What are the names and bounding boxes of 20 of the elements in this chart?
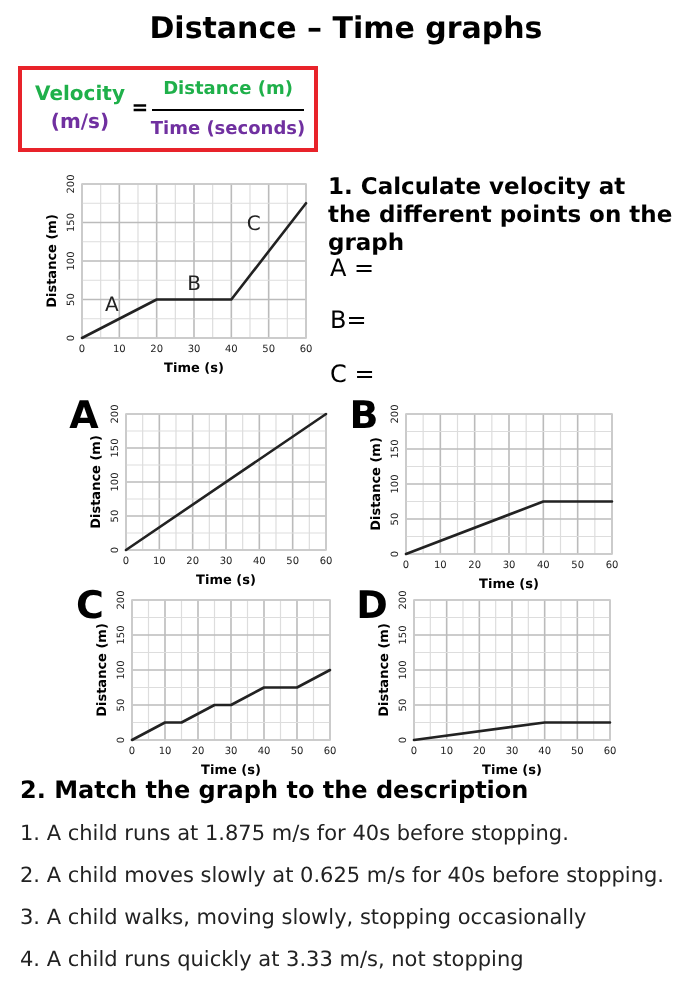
text: Distance – Time graphs <box>149 10 543 46</box>
text: 4. A child runs quickly at 3.33 m/s, not stopping <box>20 948 524 972</box>
text: Time (seconds) <box>150 120 306 140</box>
chart-title: B <box>349 394 379 438</box>
annotation: A <box>105 295 120 318</box>
text: 1. Calculate velocity at the different points on the graph <box>328 172 673 256</box>
annotation: C <box>246 214 261 237</box>
text: 3. A child walks, moving slowly, stopping occasionally <box>20 906 587 930</box>
text: Distance (m) <box>163 80 293 100</box>
annotation: B <box>187 274 202 297</box>
text: 1. A child runs at 1.875 m/s for 40s before stopping. <box>20 822 569 846</box>
chart-title: A <box>69 394 100 438</box>
text: A = <box>330 254 375 282</box>
text: 2. Match the graph to the description <box>20 776 529 804</box>
text: B= <box>330 306 367 334</box>
text: C = <box>330 360 375 388</box>
text: = <box>131 98 149 120</box>
text: (m/s) <box>50 112 110 134</box>
text: Velocity <box>35 84 126 106</box>
text: 2. A child moves slowly at 0.625 m/s for 40s before stopping. <box>20 864 664 888</box>
